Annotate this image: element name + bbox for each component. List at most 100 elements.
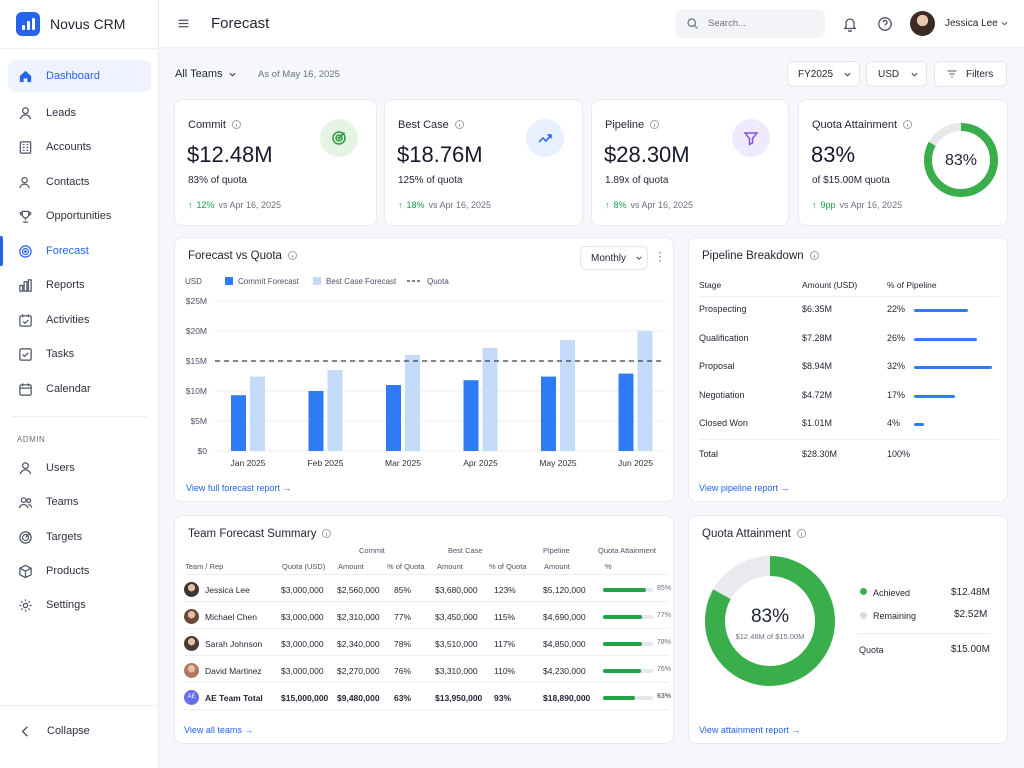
sidebar-item-label: Tasks	[46, 348, 75, 360]
kpi-title-text: Commit	[188, 119, 226, 131]
sidebar-item-accounts[interactable]: Accounts	[8, 131, 151, 163]
pipeline-report-link[interactable]: View pipeline report →	[699, 483, 789, 493]
y-tick-label: $0	[198, 446, 208, 456]
legend-label: Quota	[427, 277, 449, 286]
pipeline-row[interactable]: Qualification $7.28M 26%	[699, 333, 1002, 349]
help-icon[interactable]	[877, 16, 893, 32]
y-tick-label: $15M	[186, 356, 207, 366]
pipeline-row[interactable]: Negotiation $4.72M 17%	[699, 390, 1002, 406]
sidebar-item-targets[interactable]: Targets	[8, 521, 151, 553]
kpi-card-best-case[interactable]: Best Case $18.76M 125% of quota ↑ 18% vs A…	[384, 99, 583, 226]
info-icon[interactable]	[809, 251, 819, 260]
search-input[interactable]: Search...	[675, 9, 825, 38]
stage-name: Closed Won	[699, 418, 748, 428]
bar-best-case[interactable]	[637, 331, 653, 451]
bar-best-case[interactable]	[482, 347, 498, 451]
period-select[interactable]: Monthly	[580, 246, 648, 270]
sidebar-item-opportunities[interactable]: Opportunities	[8, 200, 151, 232]
bell-icon[interactable]	[842, 16, 858, 32]
kpi-card-quota-attainment[interactable]: Quota Attainment 83% of $15.00M quota ↑ 9…	[798, 99, 1008, 226]
user-name[interactable]: Jessica Lee	[945, 18, 998, 29]
info-icon[interactable]	[903, 120, 912, 129]
currency-value: USD	[878, 68, 900, 80]
sidebar-item-settings[interactable]: Settings	[8, 589, 151, 621]
app-logo[interactable]: Novus CRM	[16, 12, 125, 36]
bar-best-case[interactable]	[250, 376, 265, 451]
kpi-card-commit[interactable]: Commit $12.48M 83% of quota ↑ 12% vs Apr 1…	[174, 99, 377, 226]
info-icon[interactable]	[322, 529, 332, 538]
bar-commit[interactable]	[463, 380, 479, 451]
filters-button[interactable]: Filters	[934, 61, 1007, 87]
bar-commit[interactable]	[231, 395, 246, 451]
sidebar-header-divider	[0, 48, 159, 49]
pipeline-row[interactable]: Prospecting $6.35M 22%	[699, 304, 1002, 320]
user-avatar[interactable]	[910, 11, 935, 36]
sidebar-item-reports[interactable]: Reports	[8, 269, 151, 301]
more-options-icon[interactable]: · · ·	[658, 245, 662, 267]
column-header: % of Quota	[489, 562, 527, 571]
sidebar-item-forecast[interactable]: Forecast	[8, 235, 151, 267]
link-text: View pipeline report	[699, 483, 778, 493]
cell-commit_pct: 78%	[394, 639, 412, 649]
sidebar-item-teams[interactable]: Teams	[8, 486, 151, 518]
sidebar-item-contacts[interactable]: Contacts	[8, 166, 151, 198]
forecast-report-link[interactable]: View full forecast report →	[186, 483, 291, 493]
bar-best-case[interactable]	[560, 340, 575, 451]
pipeline-row[interactable]: Closed Won $1.01M 4%	[699, 418, 1002, 434]
team-forecast-card: Team Forecast Summary Commit Best Case P…	[174, 515, 674, 744]
avatar	[184, 609, 199, 624]
currency-select[interactable]: USD	[866, 61, 927, 87]
kpi-subtext: of $15.00M quota	[812, 175, 890, 186]
cell-att: 76%	[657, 666, 672, 673]
stage-amount: $28.30M	[802, 449, 838, 459]
cell-pipeline: $5,120,000	[543, 585, 586, 595]
info-icon[interactable]	[454, 120, 464, 129]
contacts-icon	[19, 176, 30, 188]
fiscal-year-select[interactable]: FY2025	[787, 61, 860, 87]
rep-name[interactable]: AE Team Total	[205, 693, 263, 703]
view-all-teams-link[interactable]: View all teams →	[184, 725, 253, 735]
rep-name[interactable]: David Martinez	[205, 666, 262, 676]
info-icon[interactable]	[231, 120, 241, 129]
pipeline-row[interactable]: Proposal $8.94M 32%	[699, 361, 1002, 377]
sidebar-item-leads[interactable]: Leads	[8, 97, 151, 129]
stage-bar	[914, 366, 992, 369]
cell-commit: $9,480,000	[337, 693, 380, 703]
x-tick-label: Mar 2025	[385, 458, 421, 468]
sidebar-item-activities[interactable]: Activities	[8, 304, 151, 336]
menu-icon[interactable]	[177, 17, 190, 30]
sidebar-item-tasks[interactable]: Tasks	[8, 338, 151, 370]
sidebar-item-label: Users	[46, 462, 75, 474]
team-icon	[18, 496, 33, 508]
arrow-up-icon: ↑	[605, 200, 610, 210]
info-icon[interactable]	[287, 251, 297, 260]
pipeline-breakdown-card: Pipeline Breakdown Stage Amount (USD) % …	[688, 237, 1008, 502]
bar-best-case[interactable]	[405, 355, 420, 451]
kpi-delta-value: 9pp	[820, 200, 836, 210]
attainment-report-link[interactable]: View attainment report →	[699, 725, 800, 735]
sidebar-item-calendar[interactable]: Calendar	[8, 373, 151, 405]
chevron-down-icon	[636, 256, 642, 260]
sidebar-item-label: Targets	[46, 531, 83, 543]
bar-commit[interactable]	[386, 385, 401, 451]
chevron-down-icon[interactable]	[1000, 19, 1009, 28]
cell-commit_pct: 77%	[394, 612, 412, 622]
info-icon[interactable]	[796, 529, 806, 538]
bar-commit[interactable]	[308, 391, 324, 451]
bar-best-case[interactable]	[327, 370, 343, 451]
team-selector[interactable]: All Teams	[175, 68, 237, 80]
cell-commit: $2,270,000	[337, 666, 380, 676]
rep-name[interactable]: Sarah Johnson	[205, 639, 263, 649]
info-icon[interactable]	[650, 120, 660, 129]
sidebar-item-users[interactable]: Users	[8, 452, 151, 484]
kpi-card-pipeline[interactable]: Pipeline $28.30M 1.89x of quota ↑ 8% vs Ap…	[591, 99, 789, 226]
sidebar-item-dashboard[interactable]: Dashboard	[8, 60, 151, 92]
sidebar-item-products[interactable]: Products	[8, 555, 151, 587]
bar-commit[interactable]	[618, 373, 634, 451]
rep-name[interactable]: Michael Chen	[205, 612, 257, 622]
collapse-button[interactable]: Collapse	[8, 715, 151, 747]
rep-name[interactable]: Jessica Lee	[205, 585, 250, 595]
avatar	[184, 582, 199, 597]
period-value: Monthly	[591, 252, 627, 264]
bar-commit[interactable]	[541, 376, 556, 451]
